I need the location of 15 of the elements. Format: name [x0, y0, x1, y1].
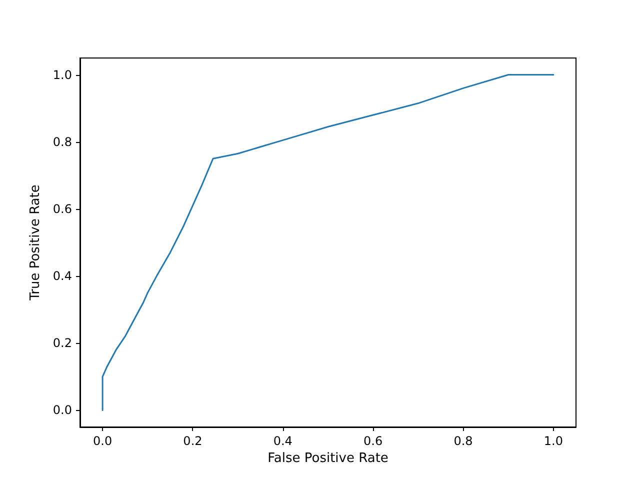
x-tick-label: 0.6 [364, 434, 383, 448]
x-axis-title: False Positive Rate [268, 451, 388, 466]
x-tick-label: 1.0 [544, 434, 563, 448]
line-series [102, 74, 554, 411]
y-tick-label: 0.6 [52, 202, 72, 216]
x-tick-label: 0.8 [454, 434, 473, 448]
x-tick-label: 0.0 [93, 434, 112, 448]
y-tick-label: 0.2 [52, 336, 72, 350]
x-tick-label: 0.4 [273, 434, 292, 448]
y-tick-label: 0.8 [52, 134, 72, 149]
y-tick-label: 0.4 [52, 269, 72, 284]
y-tick-label: 1.0 [52, 68, 72, 82]
y-axis-title: True Positive Rate [28, 184, 43, 302]
y-tick-label: 0.0 [52, 403, 72, 418]
x-tick-label: 0.2 [183, 434, 202, 448]
